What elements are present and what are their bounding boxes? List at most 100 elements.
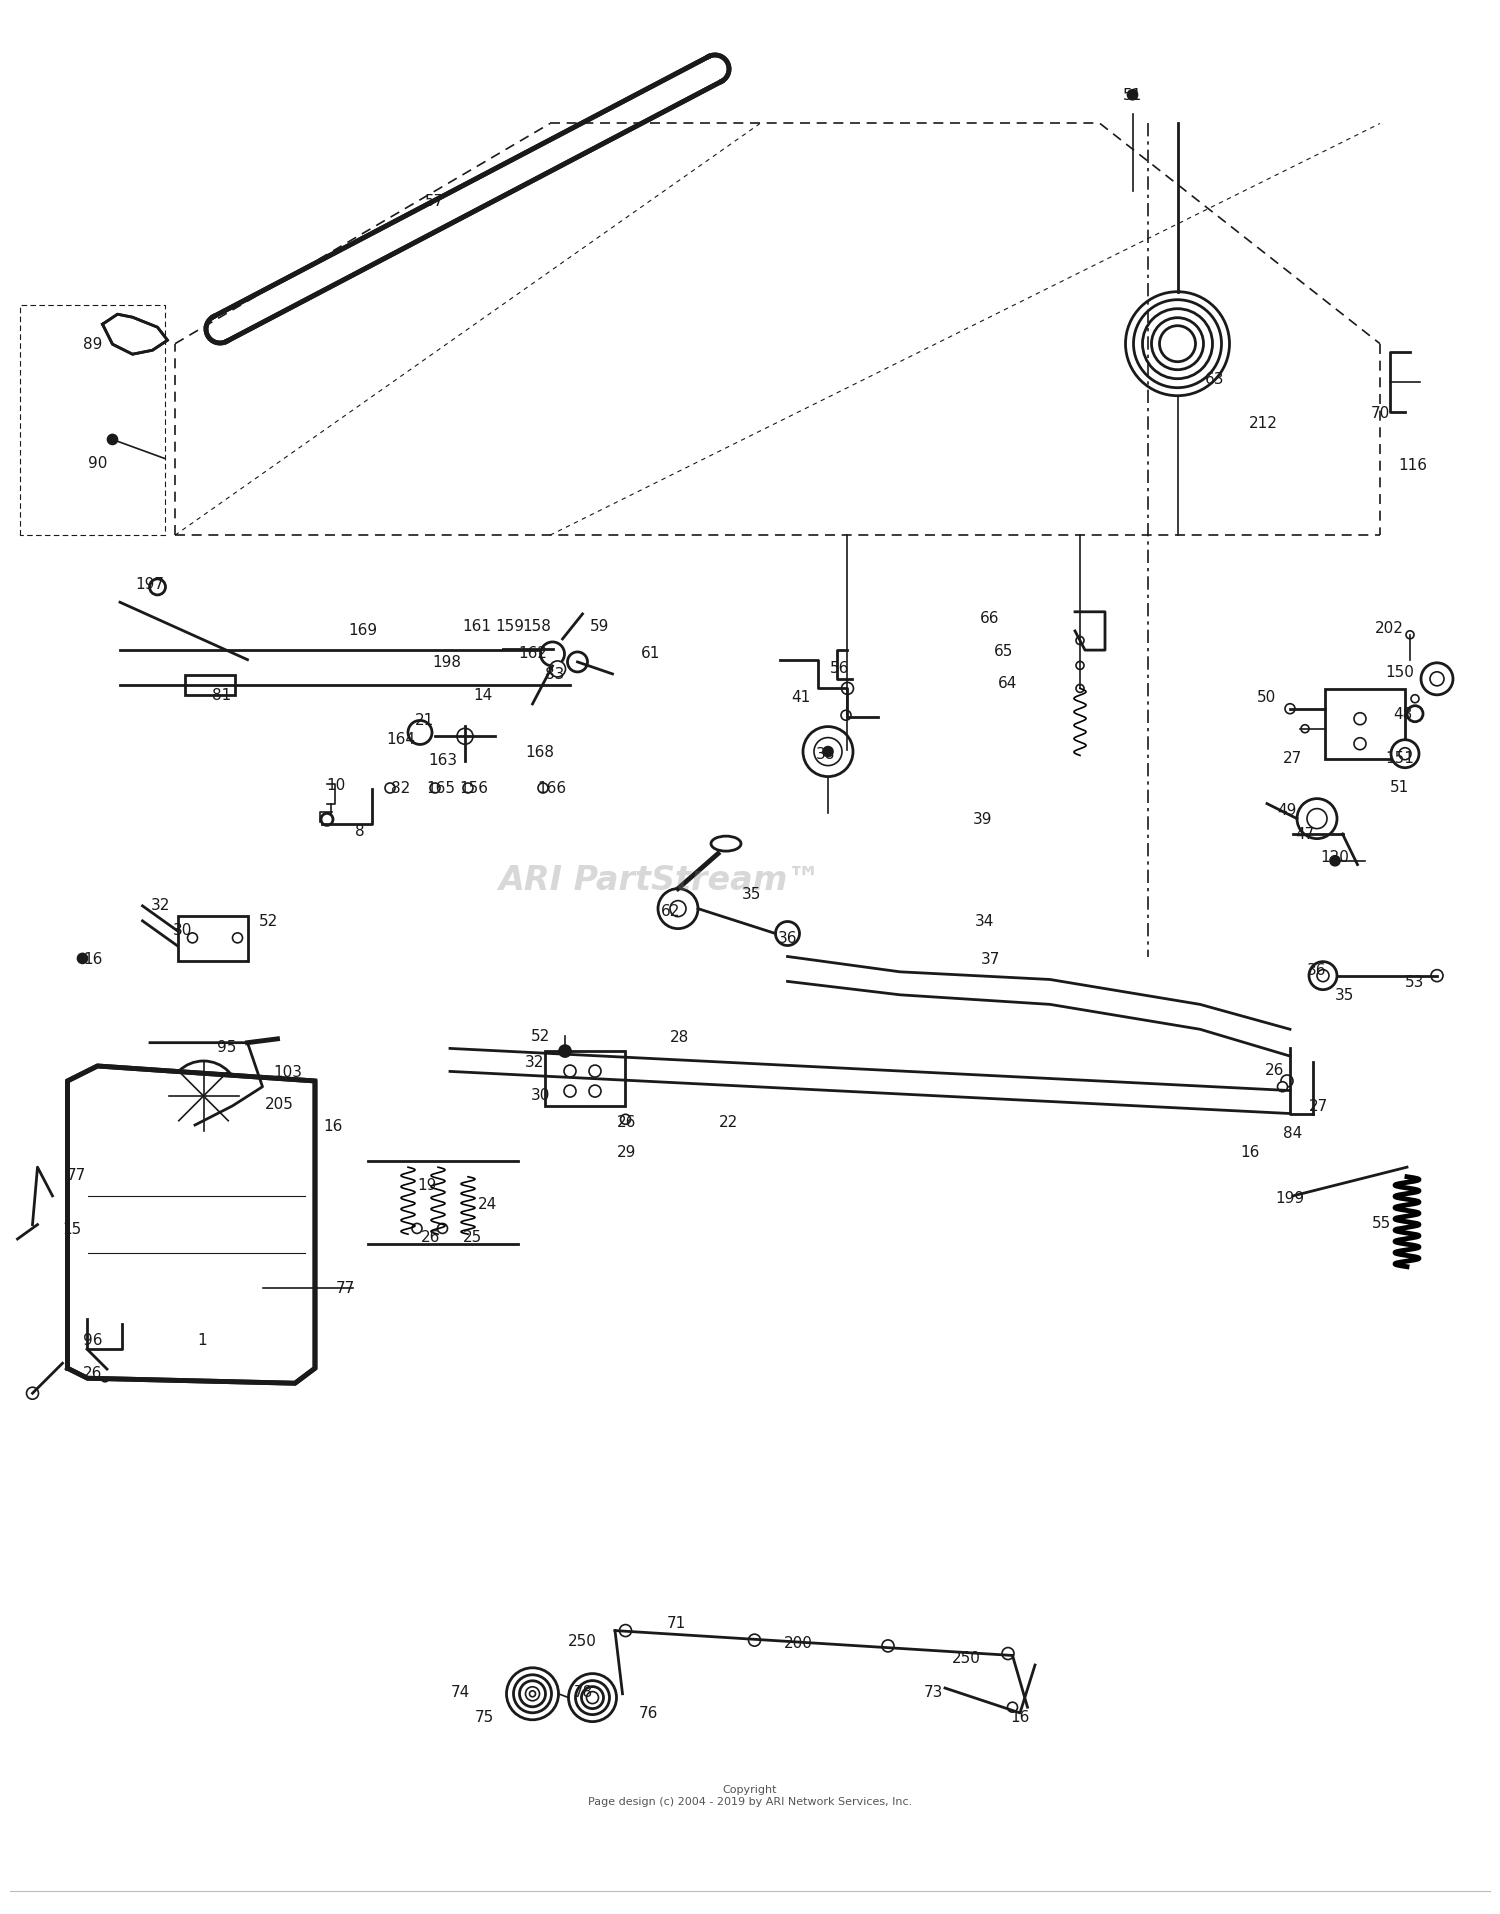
Circle shape <box>111 1344 135 1369</box>
Text: 16: 16 <box>324 1118 342 1133</box>
Text: 77: 77 <box>68 1168 86 1183</box>
Circle shape <box>188 934 198 944</box>
Text: 51: 51 <box>1390 779 1408 794</box>
Circle shape <box>748 1635 760 1646</box>
Text: 82: 82 <box>392 781 410 796</box>
Text: 24: 24 <box>478 1196 496 1212</box>
Circle shape <box>27 1388 39 1399</box>
Text: 81: 81 <box>213 687 231 702</box>
Text: 70: 70 <box>1371 406 1389 421</box>
Circle shape <box>93 1351 100 1359</box>
Text: 1: 1 <box>198 1332 207 1347</box>
Text: 151: 151 <box>1384 750 1414 766</box>
Circle shape <box>560 1045 572 1058</box>
Circle shape <box>1143 310 1212 379</box>
Circle shape <box>568 1673 616 1723</box>
Polygon shape <box>102 316 168 354</box>
Text: 30: 30 <box>174 923 192 938</box>
Circle shape <box>525 1686 540 1702</box>
Circle shape <box>549 662 566 678</box>
Circle shape <box>430 783 439 794</box>
Text: 32: 32 <box>525 1055 543 1070</box>
Text: 27: 27 <box>1284 750 1302 766</box>
Text: 10: 10 <box>327 777 345 792</box>
Circle shape <box>586 1692 598 1703</box>
Text: 61: 61 <box>642 645 660 660</box>
Circle shape <box>519 1680 546 1707</box>
Text: 34: 34 <box>975 913 993 928</box>
Circle shape <box>842 683 854 695</box>
Circle shape <box>78 953 87 965</box>
Text: 159: 159 <box>495 618 525 634</box>
Circle shape <box>150 580 165 595</box>
Text: 35: 35 <box>742 886 760 901</box>
Text: 158: 158 <box>522 618 552 634</box>
Text: 37: 37 <box>981 951 999 967</box>
Text: 56: 56 <box>831 660 849 676</box>
Text: 200: 200 <box>783 1635 813 1650</box>
Text: 47: 47 <box>1296 827 1314 842</box>
Circle shape <box>1002 1648 1014 1659</box>
Text: 26: 26 <box>618 1114 636 1129</box>
Circle shape <box>621 1114 630 1125</box>
Circle shape <box>620 1625 632 1636</box>
Circle shape <box>408 722 432 745</box>
Text: 90: 90 <box>88 456 106 471</box>
Circle shape <box>658 890 698 928</box>
Text: 25: 25 <box>464 1229 482 1244</box>
Text: 202: 202 <box>1374 620 1404 635</box>
Circle shape <box>1125 293 1230 396</box>
Circle shape <box>576 1680 609 1715</box>
Text: 59: 59 <box>591 618 609 634</box>
Text: 212: 212 <box>1248 415 1278 431</box>
FancyBboxPatch shape <box>1324 689 1406 760</box>
Text: 65: 65 <box>994 643 1012 658</box>
Circle shape <box>1152 318 1203 371</box>
Circle shape <box>1076 662 1084 670</box>
Circle shape <box>438 1223 447 1235</box>
Circle shape <box>413 1223 422 1235</box>
Text: 63: 63 <box>1206 371 1224 387</box>
Circle shape <box>567 653 588 672</box>
Text: 26: 26 <box>422 1229 440 1244</box>
Circle shape <box>1317 970 1329 982</box>
Text: 41: 41 <box>792 689 810 704</box>
Text: 16: 16 <box>1011 1709 1029 1725</box>
Text: 197: 197 <box>135 576 165 591</box>
Text: 103: 103 <box>273 1064 303 1079</box>
Circle shape <box>1330 856 1340 867</box>
Text: 250: 250 <box>951 1650 981 1665</box>
Text: 166: 166 <box>537 781 567 796</box>
Circle shape <box>321 813 333 827</box>
Circle shape <box>108 434 117 446</box>
Text: 164: 164 <box>386 731 416 746</box>
Text: 205: 205 <box>264 1097 294 1112</box>
Circle shape <box>507 1667 558 1721</box>
Circle shape <box>1278 1081 1287 1093</box>
FancyBboxPatch shape <box>184 676 236 695</box>
Text: 53: 53 <box>1406 974 1423 990</box>
Text: 74: 74 <box>452 1684 470 1700</box>
Text: 29: 29 <box>618 1145 636 1160</box>
Circle shape <box>670 901 686 917</box>
Text: 162: 162 <box>518 645 548 660</box>
Text: 16: 16 <box>1240 1145 1258 1160</box>
Circle shape <box>776 923 800 946</box>
Circle shape <box>464 783 472 794</box>
Polygon shape <box>206 56 729 345</box>
Text: 28: 28 <box>670 1030 688 1045</box>
Text: 22: 22 <box>720 1114 738 1129</box>
Text: 78: 78 <box>574 1684 592 1700</box>
Circle shape <box>100 1374 109 1382</box>
Circle shape <box>1430 672 1444 687</box>
Circle shape <box>564 1085 576 1097</box>
Circle shape <box>80 1330 116 1367</box>
Text: Copyright
Page design (c) 2004 - 2019 by ARI Network Services, Inc.: Copyright Page design (c) 2004 - 2019 by… <box>588 1784 912 1807</box>
Text: 96: 96 <box>84 1332 102 1347</box>
FancyBboxPatch shape <box>177 917 248 961</box>
Text: 83: 83 <box>546 666 564 681</box>
Circle shape <box>1412 695 1419 702</box>
Text: 30: 30 <box>531 1087 549 1102</box>
Text: 38: 38 <box>816 746 834 762</box>
Text: 36: 36 <box>1306 963 1326 978</box>
